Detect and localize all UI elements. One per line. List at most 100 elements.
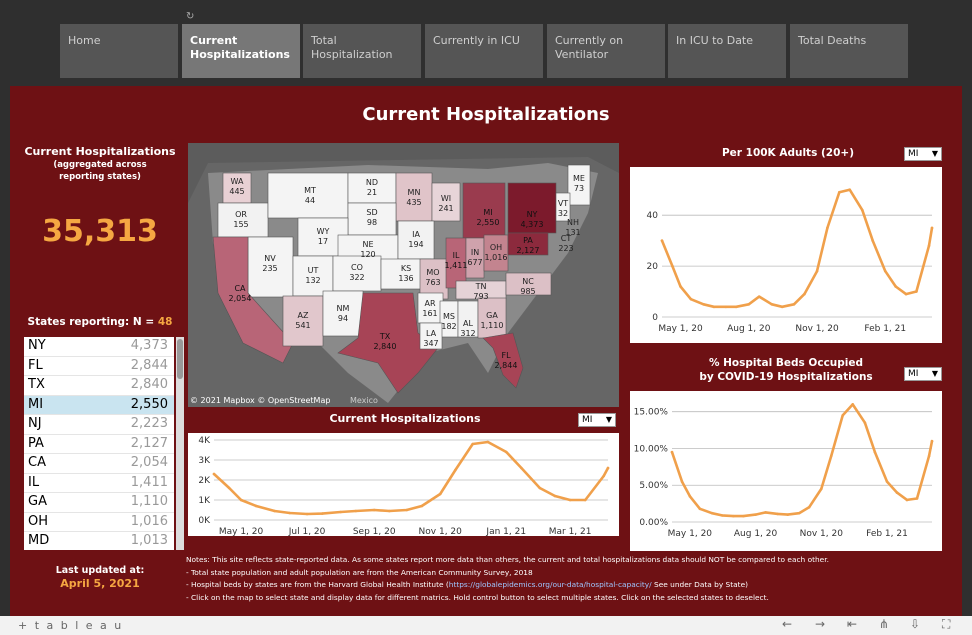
data-point[interactable] <box>702 302 705 306</box>
state-list-item-tx[interactable]: TX 2,840 <box>24 376 174 396</box>
data-point[interactable] <box>710 511 714 515</box>
hosp-chart-svg[interactable]: 0K 1K 2K 3K 4K May 1, 20 Jul 1, 20 Sep 1, 20 Nov… <box>188 433 619 537</box>
data-point[interactable] <box>688 494 692 498</box>
data-point[interactable] <box>915 497 919 500</box>
data-point[interactable] <box>680 480 684 483</box>
data-point[interactable] <box>602 474 605 478</box>
data-point[interactable] <box>372 508 376 512</box>
state-list-item-pa[interactable]: PA 2,127 <box>24 435 174 454</box>
data-point[interactable] <box>734 305 738 309</box>
state-list-item-mi[interactable]: MI 2,550 <box>24 395 174 415</box>
data-point[interactable] <box>851 403 855 406</box>
tableau-logo[interactable]: + t a b l e a u <box>18 619 124 632</box>
data-point[interactable] <box>815 269 819 273</box>
data-point[interactable] <box>471 442 474 446</box>
per100k-chart[interactable]: 0 20 40 May 1, 20 Aug 1, 20 Nov 1, 20 Feb 1, 2… <box>630 167 942 343</box>
data-point[interactable] <box>894 285 897 288</box>
tab-current-hospitalizations[interactable]: Current Hospitalizations <box>182 24 300 78</box>
state-list-item-ga[interactable]: GA 1,110 <box>24 493 174 513</box>
state-list-item-oh[interactable]: OH 1,016 <box>24 513 174 532</box>
data-point[interactable] <box>553 494 557 498</box>
data-point[interactable] <box>520 466 523 470</box>
data-point[interactable] <box>504 450 508 454</box>
data-point[interactable] <box>930 226 934 230</box>
data-point[interactable] <box>239 498 243 502</box>
data-point[interactable] <box>819 487 823 491</box>
tab-home[interactable]: Home <box>60 24 178 78</box>
data-point[interactable] <box>764 511 767 514</box>
data-point[interactable] <box>757 295 761 298</box>
state-list-item-il[interactable]: IL 1,411 <box>24 474 174 493</box>
share-icon[interactable]: ⋔ <box>879 617 890 631</box>
data-point[interactable] <box>770 302 774 306</box>
data-point[interactable] <box>288 511 292 515</box>
data-point[interactable] <box>354 509 358 513</box>
per100k-chart-svg[interactable]: 0 20 40 May 1, 20 Aug 1, 20 Nov 1, 20 Feb 1, 2… <box>630 167 942 343</box>
data-point[interactable] <box>724 305 728 309</box>
data-point[interactable] <box>776 512 780 516</box>
map-attribution[interactable]: © 2021 Mapbox © OpenStreetMap <box>190 396 331 405</box>
data-point[interactable] <box>486 440 490 444</box>
data-point[interactable] <box>883 269 887 273</box>
undo-icon[interactable]: ← <box>782 617 793 631</box>
scrollbar-thumb[interactable] <box>177 339 183 379</box>
per100k-state-dropdown[interactable]: MI ▼ <box>904 147 942 161</box>
data-point[interactable] <box>227 486 231 490</box>
us-choropleth-map[interactable]: WA 445 OR 155 MT 44 ND 21 MN 435 SD 98 WY 17 WI 241 MI 2,… <box>188 143 619 407</box>
redo-icon[interactable]: → <box>815 617 826 631</box>
data-point[interactable] <box>405 508 408 512</box>
data-point[interactable] <box>339 510 342 514</box>
data-point[interactable] <box>212 472 216 476</box>
beds-chart-svg[interactable]: 0.00% 5.00% 10.00% 15.00% May 1, 20 Aug 1, 20… <box>630 391 942 551</box>
beds-state-dropdown[interactable]: MI ▼ <box>904 367 942 381</box>
data-point[interactable] <box>742 514 745 518</box>
data-point[interactable] <box>254 504 258 508</box>
revert-icon[interactable]: ⇤ <box>847 617 858 631</box>
data-point[interactable] <box>754 513 757 516</box>
data-point[interactable] <box>829 454 833 458</box>
data-point[interactable] <box>660 239 664 242</box>
data-point[interactable] <box>927 244 931 248</box>
data-point[interactable] <box>305 512 309 516</box>
data-point[interactable] <box>895 491 899 494</box>
data-point[interactable] <box>720 514 724 517</box>
hosp-chart[interactable]: 0K 1K 2K 3K 4K May 1, 20 Jul 1, 20 Sep 1, 20 Nov… <box>188 433 619 537</box>
data-point[interactable] <box>679 285 682 288</box>
data-point[interactable] <box>841 414 845 417</box>
data-point[interactable] <box>826 226 829 230</box>
data-point[interactable] <box>905 498 909 502</box>
data-point[interactable] <box>807 505 811 509</box>
series-line[interactable] <box>660 188 934 309</box>
data-point[interactable] <box>904 292 908 296</box>
download-icon[interactable]: ⇩ <box>910 617 921 631</box>
data-point[interactable] <box>871 239 874 242</box>
tab-currently-in-icu[interactable]: Currently in ICU <box>425 24 543 78</box>
tab-in-icu-to-date[interactable]: In ICU to Date <box>668 24 786 78</box>
state-list-item-md[interactable]: MD 1,013 <box>24 532 174 550</box>
tab-total-deaths[interactable]: Total Deaths <box>790 24 908 78</box>
data-point[interactable] <box>797 511 801 515</box>
data-point[interactable] <box>320 512 324 515</box>
data-point[interactable] <box>670 450 674 454</box>
data-point[interactable] <box>388 509 391 513</box>
fullscreen-icon[interactable]: ⛶ <box>942 617 951 631</box>
data-point[interactable] <box>863 421 867 425</box>
data-point[interactable] <box>780 305 784 309</box>
state-list-item-nj[interactable]: NJ 2,223 <box>24 415 174 435</box>
data-point[interactable] <box>837 190 841 194</box>
data-point[interactable] <box>873 450 877 454</box>
data-point[interactable] <box>538 486 542 490</box>
data-point[interactable] <box>747 302 751 306</box>
tab-currently-on-ventilator[interactable]: Currently on Ventilator <box>547 24 665 78</box>
data-point[interactable] <box>792 302 796 306</box>
data-point[interactable] <box>712 305 716 309</box>
tab-total-hospitalization[interactable]: Total Hospitalization <box>303 24 421 78</box>
series-line[interactable] <box>670 403 934 518</box>
data-point[interactable] <box>930 439 934 443</box>
hosp-state-dropdown[interactable]: MI ▼ <box>578 413 616 427</box>
data-point[interactable] <box>786 513 790 516</box>
state-list-item-fl[interactable]: FL 2,844 <box>24 357 174 376</box>
data-point[interactable] <box>420 504 424 508</box>
state-list-scrollbar[interactable] <box>176 337 184 550</box>
data-point[interactable] <box>915 290 918 293</box>
